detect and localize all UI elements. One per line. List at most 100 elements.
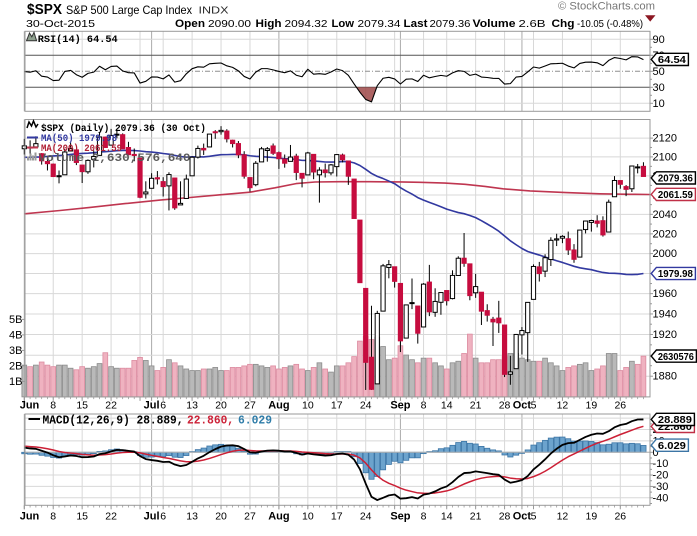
svg-text:20: 20: [215, 510, 227, 522]
svg-text:90: 90: [653, 34, 665, 46]
svg-text:Volume: Volume: [473, 18, 516, 30]
svg-text:MACD(12,26,9) 28.889,: MACD(12,26,9) 28.889,: [43, 415, 184, 428]
svg-text:14: 14: [441, 510, 453, 522]
svg-text:15: 15: [76, 510, 88, 522]
svg-text:19: 19: [586, 399, 598, 411]
svg-text:4B: 4B: [9, 329, 22, 341]
svg-text:14: 14: [441, 399, 453, 411]
svg-text:12: 12: [557, 510, 569, 522]
svg-text:12: 12: [557, 399, 569, 411]
svg-text:6.029: 6.029: [658, 441, 686, 452]
svg-text:Jul: Jul: [144, 399, 160, 411]
svg-text:8: 8: [421, 510, 427, 522]
svg-text:© StockCharts.com: © StockCharts.com: [558, 1, 655, 13]
svg-text:Aug: Aug: [268, 510, 289, 522]
svg-text:1940: 1940: [653, 308, 677, 320]
svg-text:28: 28: [499, 399, 511, 411]
svg-text:17: 17: [331, 399, 343, 411]
svg-text:2120: 2120: [653, 133, 677, 145]
svg-text:10: 10: [653, 98, 665, 110]
svg-text:-30: -30: [653, 481, 669, 493]
svg-text:2B: 2B: [9, 360, 22, 372]
svg-text:Volume 2,630,576,640: Volume 2,630,576,640: [39, 153, 191, 165]
svg-text:-10: -10: [653, 458, 669, 470]
svg-text:Oct: Oct: [513, 510, 532, 522]
svg-text:20: 20: [215, 399, 227, 411]
svg-text:-20: -20: [653, 470, 669, 482]
svg-text:6: 6: [160, 510, 166, 522]
svg-text:13: 13: [186, 399, 198, 411]
svg-text:22.860,: 22.860,: [187, 415, 234, 428]
svg-text:Jun: Jun: [20, 510, 40, 522]
svg-text:24: 24: [360, 399, 372, 411]
svg-text:2094.32: 2094.32: [285, 18, 328, 30]
svg-text:2079.34: 2079.34: [358, 18, 401, 30]
svg-text:64.54: 64.54: [658, 55, 686, 66]
svg-text:24: 24: [360, 510, 372, 522]
svg-text:2000: 2000: [653, 248, 677, 260]
svg-text:5B: 5B: [9, 314, 22, 326]
svg-text:5: 5: [531, 510, 537, 522]
svg-text:Jul: Jul: [144, 510, 160, 522]
svg-text:2630576: 2630576: [658, 352, 694, 363]
svg-text:30: 30: [653, 82, 665, 94]
svg-text:2079.36: 2079.36: [430, 18, 471, 30]
svg-text:Open: Open: [175, 18, 205, 30]
svg-text:INDX: INDX: [199, 5, 229, 17]
svg-text:22: 22: [105, 510, 117, 522]
svg-text:-10.05 (-0.48%): -10.05 (-0.48%): [577, 18, 643, 30]
svg-text:10: 10: [302, 510, 314, 522]
svg-text:50: 50: [653, 66, 665, 78]
svg-text:-40: -40: [653, 492, 669, 504]
svg-text:2.6B: 2.6B: [519, 18, 546, 30]
svg-text:RSI(14) 64.54: RSI(14) 64.54: [38, 34, 118, 46]
svg-text:1960: 1960: [653, 288, 677, 300]
svg-text:High: High: [256, 18, 282, 30]
svg-text:15: 15: [76, 399, 88, 411]
svg-text:26: 26: [614, 399, 626, 411]
svg-text:2100: 2100: [653, 151, 677, 163]
svg-text:26: 26: [614, 510, 626, 522]
svg-text:1920: 1920: [653, 329, 677, 341]
svg-text:Aug: Aug: [268, 399, 289, 411]
svg-text:Jun: Jun: [20, 399, 40, 411]
svg-text:6.029: 6.029: [238, 415, 272, 428]
svg-text:8: 8: [421, 399, 427, 411]
svg-text:28.889: 28.889: [658, 415, 692, 426]
svg-text:0: 0: [653, 447, 659, 459]
svg-text:27: 27: [244, 399, 256, 411]
svg-text:$SPX: $SPX: [27, 2, 62, 18]
svg-text:19: 19: [586, 510, 598, 522]
svg-text:8: 8: [50, 510, 56, 522]
svg-text:2090.00: 2090.00: [208, 18, 251, 30]
svg-text:28: 28: [499, 510, 511, 522]
svg-text:6: 6: [160, 399, 166, 411]
svg-text:22: 22: [105, 399, 117, 411]
svg-text:1880: 1880: [653, 371, 677, 383]
svg-text:27: 27: [244, 510, 256, 522]
svg-text:21: 21: [470, 399, 482, 411]
svg-text:2061.59: 2061.59: [658, 190, 693, 201]
svg-text:2079.36: 2079.36: [658, 174, 693, 185]
svg-text:5: 5: [531, 399, 537, 411]
svg-text:10: 10: [302, 399, 314, 411]
svg-text:Sep: Sep: [390, 510, 410, 522]
svg-text:8: 8: [50, 399, 56, 411]
svg-text:MA(50) 1979.98: MA(50) 1979.98: [41, 133, 117, 145]
svg-text:1979.98: 1979.98: [658, 269, 693, 280]
svg-text:13: 13: [186, 510, 198, 522]
svg-text:22.860: 22.860: [658, 422, 692, 433]
svg-text:2040: 2040: [653, 209, 677, 221]
svg-text:S&P 500 Large Cap Index: S&P 500 Large Cap Index: [66, 3, 192, 17]
svg-text:1B: 1B: [9, 376, 22, 388]
svg-text:3B: 3B: [9, 345, 22, 357]
svg-text:30-Oct-2015: 30-Oct-2015: [26, 18, 95, 30]
svg-text:Last: Last: [404, 18, 428, 30]
svg-text:Oct: Oct: [513, 399, 532, 411]
svg-text:Chg: Chg: [552, 18, 575, 30]
svg-text:Sep: Sep: [390, 399, 410, 411]
svg-text:21: 21: [470, 510, 482, 522]
svg-text:Low: Low: [332, 18, 355, 30]
svg-text:$SPX (Daily) 2079.36 (30 Oct): $SPX (Daily) 2079.36 (30 Oct): [41, 123, 206, 135]
svg-text:17: 17: [331, 510, 343, 522]
